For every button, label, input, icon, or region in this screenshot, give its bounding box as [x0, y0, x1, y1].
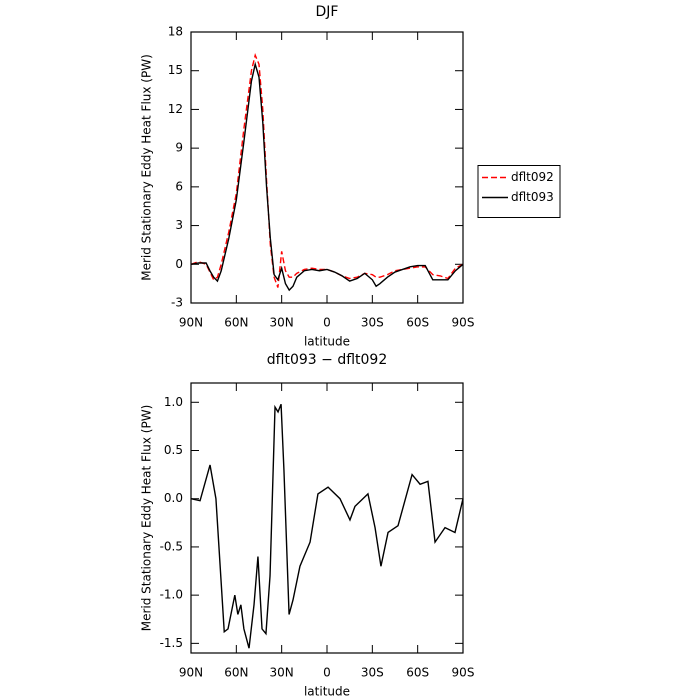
legend-label: dflt093	[511, 190, 554, 204]
y-axis-label: Merid Stationary Eddy Heat Flux (PW)	[140, 54, 154, 281]
x-tick-label: 30S	[361, 316, 384, 330]
x-tick-label: 90S	[452, 666, 475, 680]
series-line	[190, 61, 464, 292]
series-line	[190, 403, 464, 649]
y-tick-label: -1.0	[160, 588, 183, 602]
y-tick-label: -1.5	[160, 636, 183, 650]
y-tick-label: 0	[175, 257, 183, 271]
chart-title: DJF	[316, 4, 339, 20]
y-tick-label: 18	[168, 25, 183, 39]
y-tick-label: 0.0	[164, 491, 183, 505]
x-tick-label: 30N	[270, 666, 294, 680]
plot-frame	[190, 382, 464, 654]
y-tick-label: 3	[175, 218, 183, 232]
x-tick-label: 30N	[270, 316, 294, 330]
y-tick-label: -0.5	[160, 539, 183, 553]
x-tick-label: 60N	[224, 316, 248, 330]
x-axis-label: latitude	[304, 335, 350, 349]
y-tick-label: 9	[175, 141, 183, 155]
plot-frame	[190, 31, 464, 304]
y-axis-label: Merid Stationary Eddy Heat Flux (PW)	[140, 405, 154, 632]
x-axis-label: latitude	[304, 685, 350, 699]
series-line	[190, 52, 464, 288]
x-tick-label: 0	[323, 666, 331, 680]
legend-label: dflt092	[511, 170, 554, 184]
x-tick-label: 90N	[179, 666, 203, 680]
chart-title: dflt093 − dflt092	[267, 352, 387, 368]
x-tick-label: 90S	[452, 316, 475, 330]
x-tick-label: 30S	[361, 666, 384, 680]
y-tick-label: 6	[175, 179, 183, 193]
y-tick-label: 12	[168, 102, 183, 116]
x-tick-label: 90N	[179, 316, 203, 330]
x-tick-label: 60N	[224, 666, 248, 680]
y-tick-label: 0.5	[164, 443, 183, 457]
y-tick-label: 15	[168, 63, 183, 77]
y-tick-label: 1.0	[164, 395, 183, 409]
x-tick-label: 60S	[406, 666, 429, 680]
x-tick-label: 60S	[406, 316, 429, 330]
y-tick-label: -3	[171, 296, 183, 310]
x-tick-label: 0	[323, 316, 331, 330]
legend-box	[477, 165, 561, 218]
